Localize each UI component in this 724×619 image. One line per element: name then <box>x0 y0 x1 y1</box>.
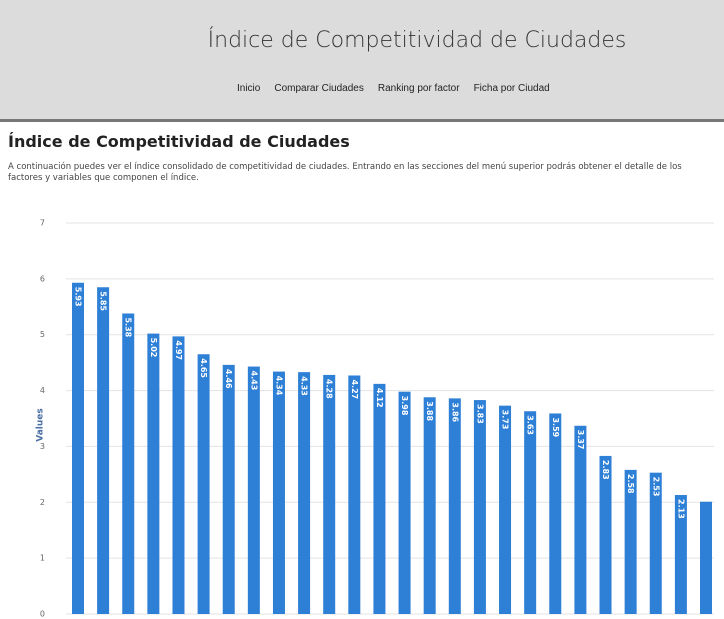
bar <box>674 495 687 614</box>
bar <box>398 391 411 614</box>
bar <box>247 366 260 614</box>
bar <box>599 455 612 614</box>
nav-link[interactable]: Ranking por factor <box>377 83 460 94</box>
bar <box>323 374 336 614</box>
bar <box>97 287 110 614</box>
y-axis-label: Values <box>36 408 46 442</box>
bar <box>700 501 712 614</box>
data-label: 3.37 <box>576 430 585 450</box>
y-tick-label: 2 <box>40 498 45 507</box>
y-tick-label: 7 <box>40 219 45 228</box>
y-tick-label: 5 <box>40 330 45 339</box>
header: Índice de Competitividad de Ciudades Ini… <box>0 0 724 122</box>
data-label: 4.34 <box>274 376 283 396</box>
data-label: 4.65 <box>199 358 208 378</box>
y-tick-label: 1 <box>40 554 45 563</box>
nav: Inicio Comparar Ciudades Ranking por facto… <box>237 83 564 94</box>
data-label: 5.02 <box>149 338 158 358</box>
data-label: 4.28 <box>325 379 334 399</box>
bar <box>348 375 361 614</box>
data-label: 3.98 <box>400 396 409 416</box>
nav-link[interactable]: Inicio <box>237 83 261 94</box>
data-label: 4.43 <box>249 371 258 391</box>
y-tick-label: 3 <box>40 442 45 451</box>
bar <box>448 398 461 614</box>
data-label: 4.27 <box>350 379 359 399</box>
data-label: 2.13 <box>676 499 685 519</box>
data-label: 3.86 <box>450 402 459 422</box>
bar <box>549 413 562 614</box>
bar <box>649 472 662 614</box>
bar <box>574 425 587 614</box>
bar <box>172 336 185 614</box>
data-label: 2.58 <box>626 474 635 494</box>
data-label: 3.63 <box>526 415 535 435</box>
data-label: 5.93 <box>74 287 83 307</box>
bar <box>473 400 486 614</box>
site-title: Índice de Competitividad de Ciudades <box>207 28 627 53</box>
bar <box>222 364 235 614</box>
data-label: 3.73 <box>501 410 510 430</box>
bar <box>624 469 637 614</box>
data-label: 4.12 <box>375 388 384 408</box>
data-label: 4.33 <box>300 376 309 396</box>
data-label: 3.59 <box>551 417 560 437</box>
bar <box>298 372 311 614</box>
data-label: 2.53 <box>651 477 660 497</box>
bar <box>147 333 160 614</box>
data-label: 5.38 <box>124 317 133 337</box>
bar <box>272 371 285 614</box>
data-label: 3.83 <box>475 404 484 424</box>
nav-link[interactable]: Comparar Ciudades <box>274 83 364 94</box>
data-label: 3.88 <box>425 401 434 421</box>
bar <box>499 405 512 614</box>
heading: Índice de Competitividad de Ciudades <box>8 132 350 151</box>
data-label: 5.85 <box>99 291 108 311</box>
nav-link[interactable]: Ficha por Ciudad <box>473 83 550 94</box>
y-tick-label: 4 <box>40 386 45 395</box>
data-label: 4.46 <box>224 369 233 389</box>
y-tick-label: 6 <box>40 274 45 283</box>
data-label: 2.83 <box>601 460 610 480</box>
y-tick-label: 0 <box>40 610 45 619</box>
data-label: 4.97 <box>174 340 183 360</box>
bar <box>524 411 537 614</box>
bar <box>373 383 386 614</box>
bar <box>423 397 436 614</box>
bar <box>122 313 135 614</box>
description: A continuación puedes ver el índice cons… <box>8 162 682 183</box>
bar <box>72 282 84 614</box>
bar <box>197 354 210 614</box>
